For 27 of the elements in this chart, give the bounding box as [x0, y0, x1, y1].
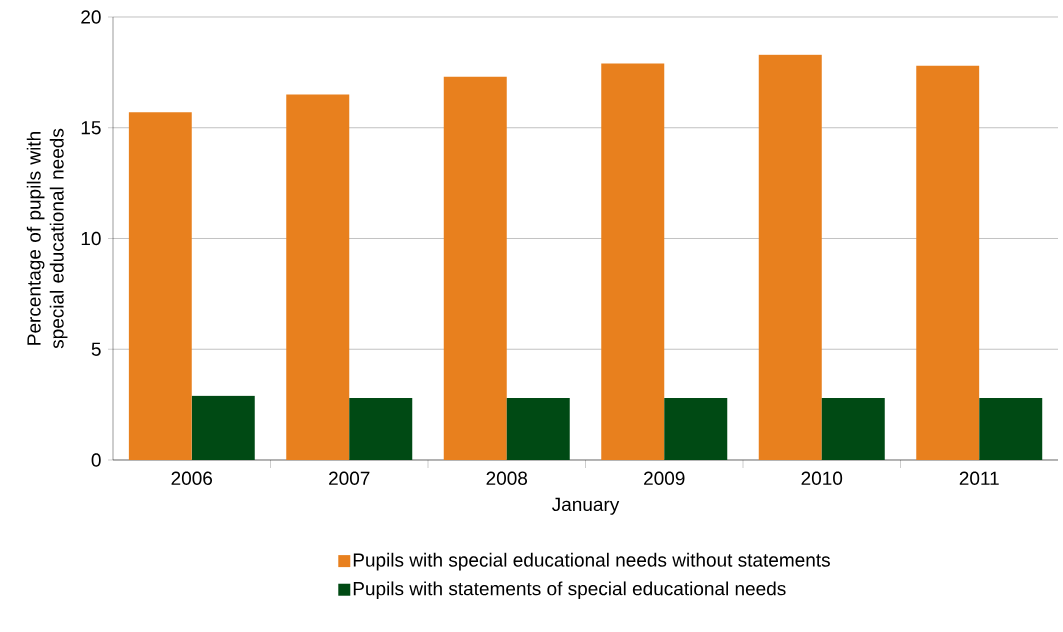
bar — [128, 112, 192, 460]
bar — [506, 397, 570, 460]
x-axis-title: January — [552, 497, 620, 515]
y-tick-label: 20 — [81, 10, 101, 24]
bar — [916, 65, 980, 460]
x-tick-label: 2007 — [329, 471, 370, 485]
legend-label: Pupils with special educational needs without statements — [353, 552, 830, 571]
bar — [979, 397, 1043, 460]
bar — [821, 397, 885, 460]
bar — [758, 54, 822, 460]
bar — [286, 94, 350, 460]
bar — [349, 397, 413, 460]
y-tick-label: 0 — [91, 453, 101, 467]
bar — [664, 397, 728, 460]
x-tick-label: 2011 — [959, 471, 999, 485]
bar — [443, 76, 507, 460]
legend-label: Pupils with statements of special educational needs — [353, 581, 786, 600]
y-tick-label: 15 — [81, 121, 101, 135]
y-tick-label: 10 — [81, 231, 101, 246]
x-tick-label: 2006 — [171, 471, 213, 485]
x-tick-label: 2009 — [644, 471, 685, 485]
x-tick-label: 2008 — [486, 471, 528, 485]
y-tick-label: 5 — [91, 342, 101, 356]
y-axis-title: Percentage of pupils with special educational needs — [26, 128, 68, 349]
bar — [191, 395, 255, 460]
x-tick-label: 2010 — [801, 471, 843, 485]
bar — [601, 63, 665, 460]
